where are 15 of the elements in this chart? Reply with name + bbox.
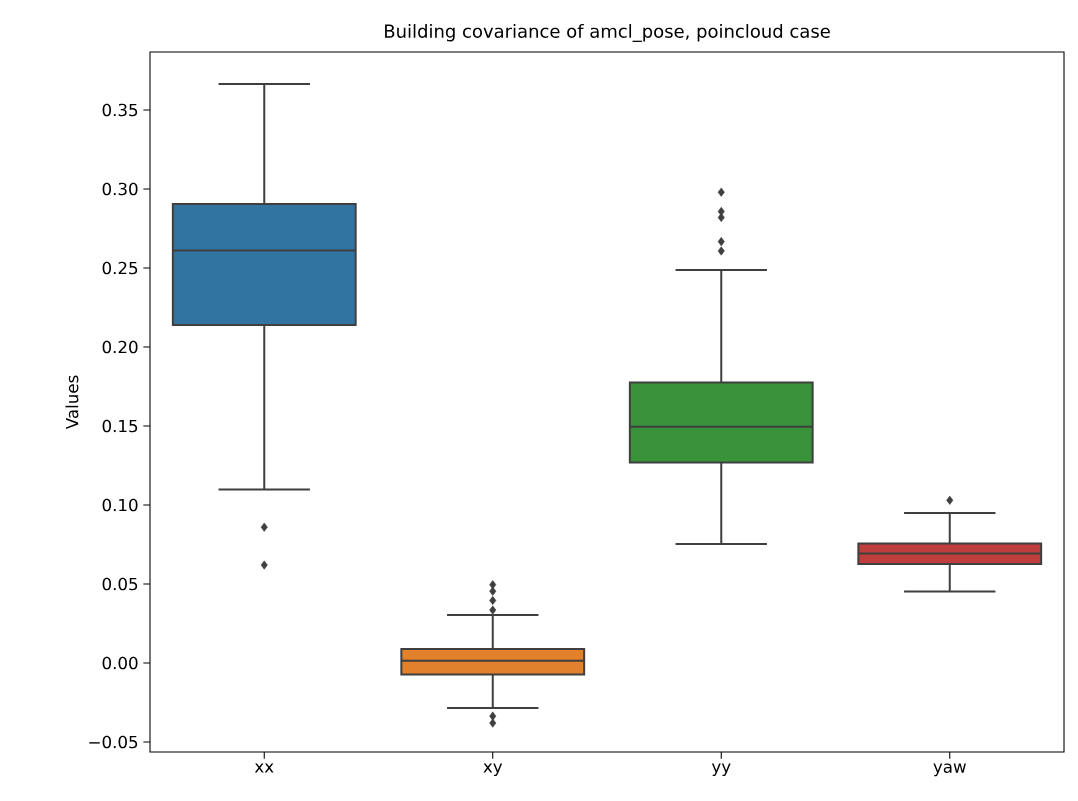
- y-axis-title: Values: [65, 375, 79, 430]
- y-tick-label: 0.25: [102, 261, 138, 275]
- y-tick-label: 0.10: [102, 498, 138, 512]
- x-tick-label: yy: [711, 763, 731, 776]
- y-tick-label: 0.05: [102, 577, 138, 591]
- y-tick-label: 0.00: [102, 656, 138, 670]
- y-tick-label: 0.20: [102, 340, 138, 354]
- x-tick-label: xx: [254, 763, 274, 773]
- y-tick-label: 0.15: [102, 419, 138, 433]
- y-tick-label: 0.35: [102, 103, 138, 117]
- chart-title: Building covariance of amcl_pose, poincloud case: [385, 24, 830, 42]
- x-tick-label: xy: [483, 763, 503, 776]
- y-tick-label: −0.05: [89, 735, 138, 749]
- x-tick-label: yaw: [933, 763, 966, 777]
- y-tick-label: 0.30: [102, 182, 138, 196]
